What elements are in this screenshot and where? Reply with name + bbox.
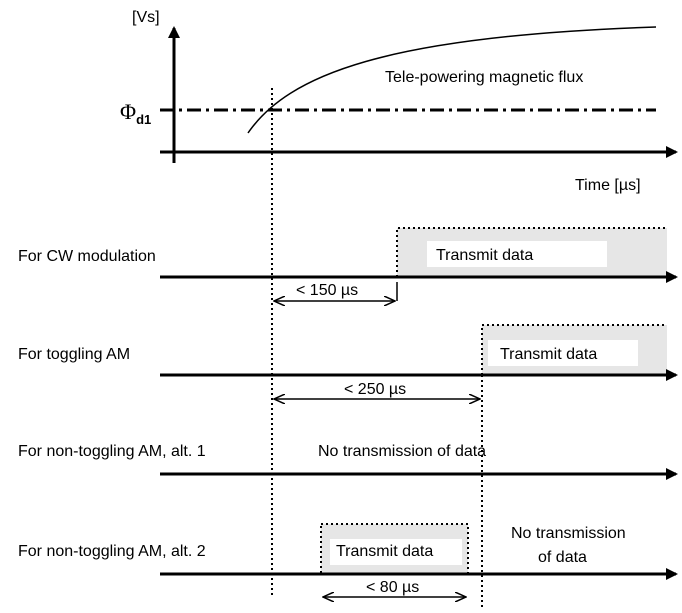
no-transmission-label-line2: of data — [538, 549, 587, 566]
flux-curve — [247, 26, 657, 134]
row-non-toggling-am-alt-2: For non-toggling AM, alt. 2 Transmit dat… — [18, 523, 678, 597]
transmit-label: Transmit data — [436, 247, 533, 264]
transmit-label: Transmit data — [500, 346, 597, 363]
time-axis-label: Time [µs] — [575, 177, 641, 194]
y-unit-label: [Vs] — [132, 9, 160, 26]
transmit-edge — [481, 324, 667, 375]
flux-curve-label: Tele-powering magnetic flux — [385, 69, 583, 86]
row-cw-modulation: For CW modulation Transmit data < 150 µs — [18, 227, 678, 301]
interval-label: < 250 µs — [344, 381, 406, 398]
row-toggling-am: For toggling AM Transmit data < 250 µs — [18, 324, 678, 399]
transmit-label-box — [488, 340, 638, 366]
row-label: For non-toggling AM, alt. 2 — [18, 543, 206, 560]
interval-label: < 150 µs — [296, 282, 358, 299]
row-label: For toggling AM — [18, 346, 130, 363]
no-transmission-label: No transmission of data — [318, 443, 486, 460]
row-label: For CW modulation — [18, 248, 156, 265]
transmit-label-box — [427, 241, 607, 267]
interval-label: < 80 µs — [366, 579, 419, 596]
row-non-toggling-am-alt-1: For non-toggling AM, alt. 1 No transmiss… — [18, 443, 678, 480]
no-transmission-label-line1: No transmission — [511, 525, 626, 542]
transmit-edge — [396, 227, 667, 277]
transmit-label: Transmit data — [336, 543, 433, 560]
flux-graph: [Vs] Φd1 Tele-powering magnetic flux Tim… — [120, 9, 678, 194]
transmit-label-box — [330, 539, 462, 565]
phi-d1-label: Φd1 — [120, 99, 151, 127]
row-label: For non-toggling AM, alt. 1 — [18, 443, 206, 460]
